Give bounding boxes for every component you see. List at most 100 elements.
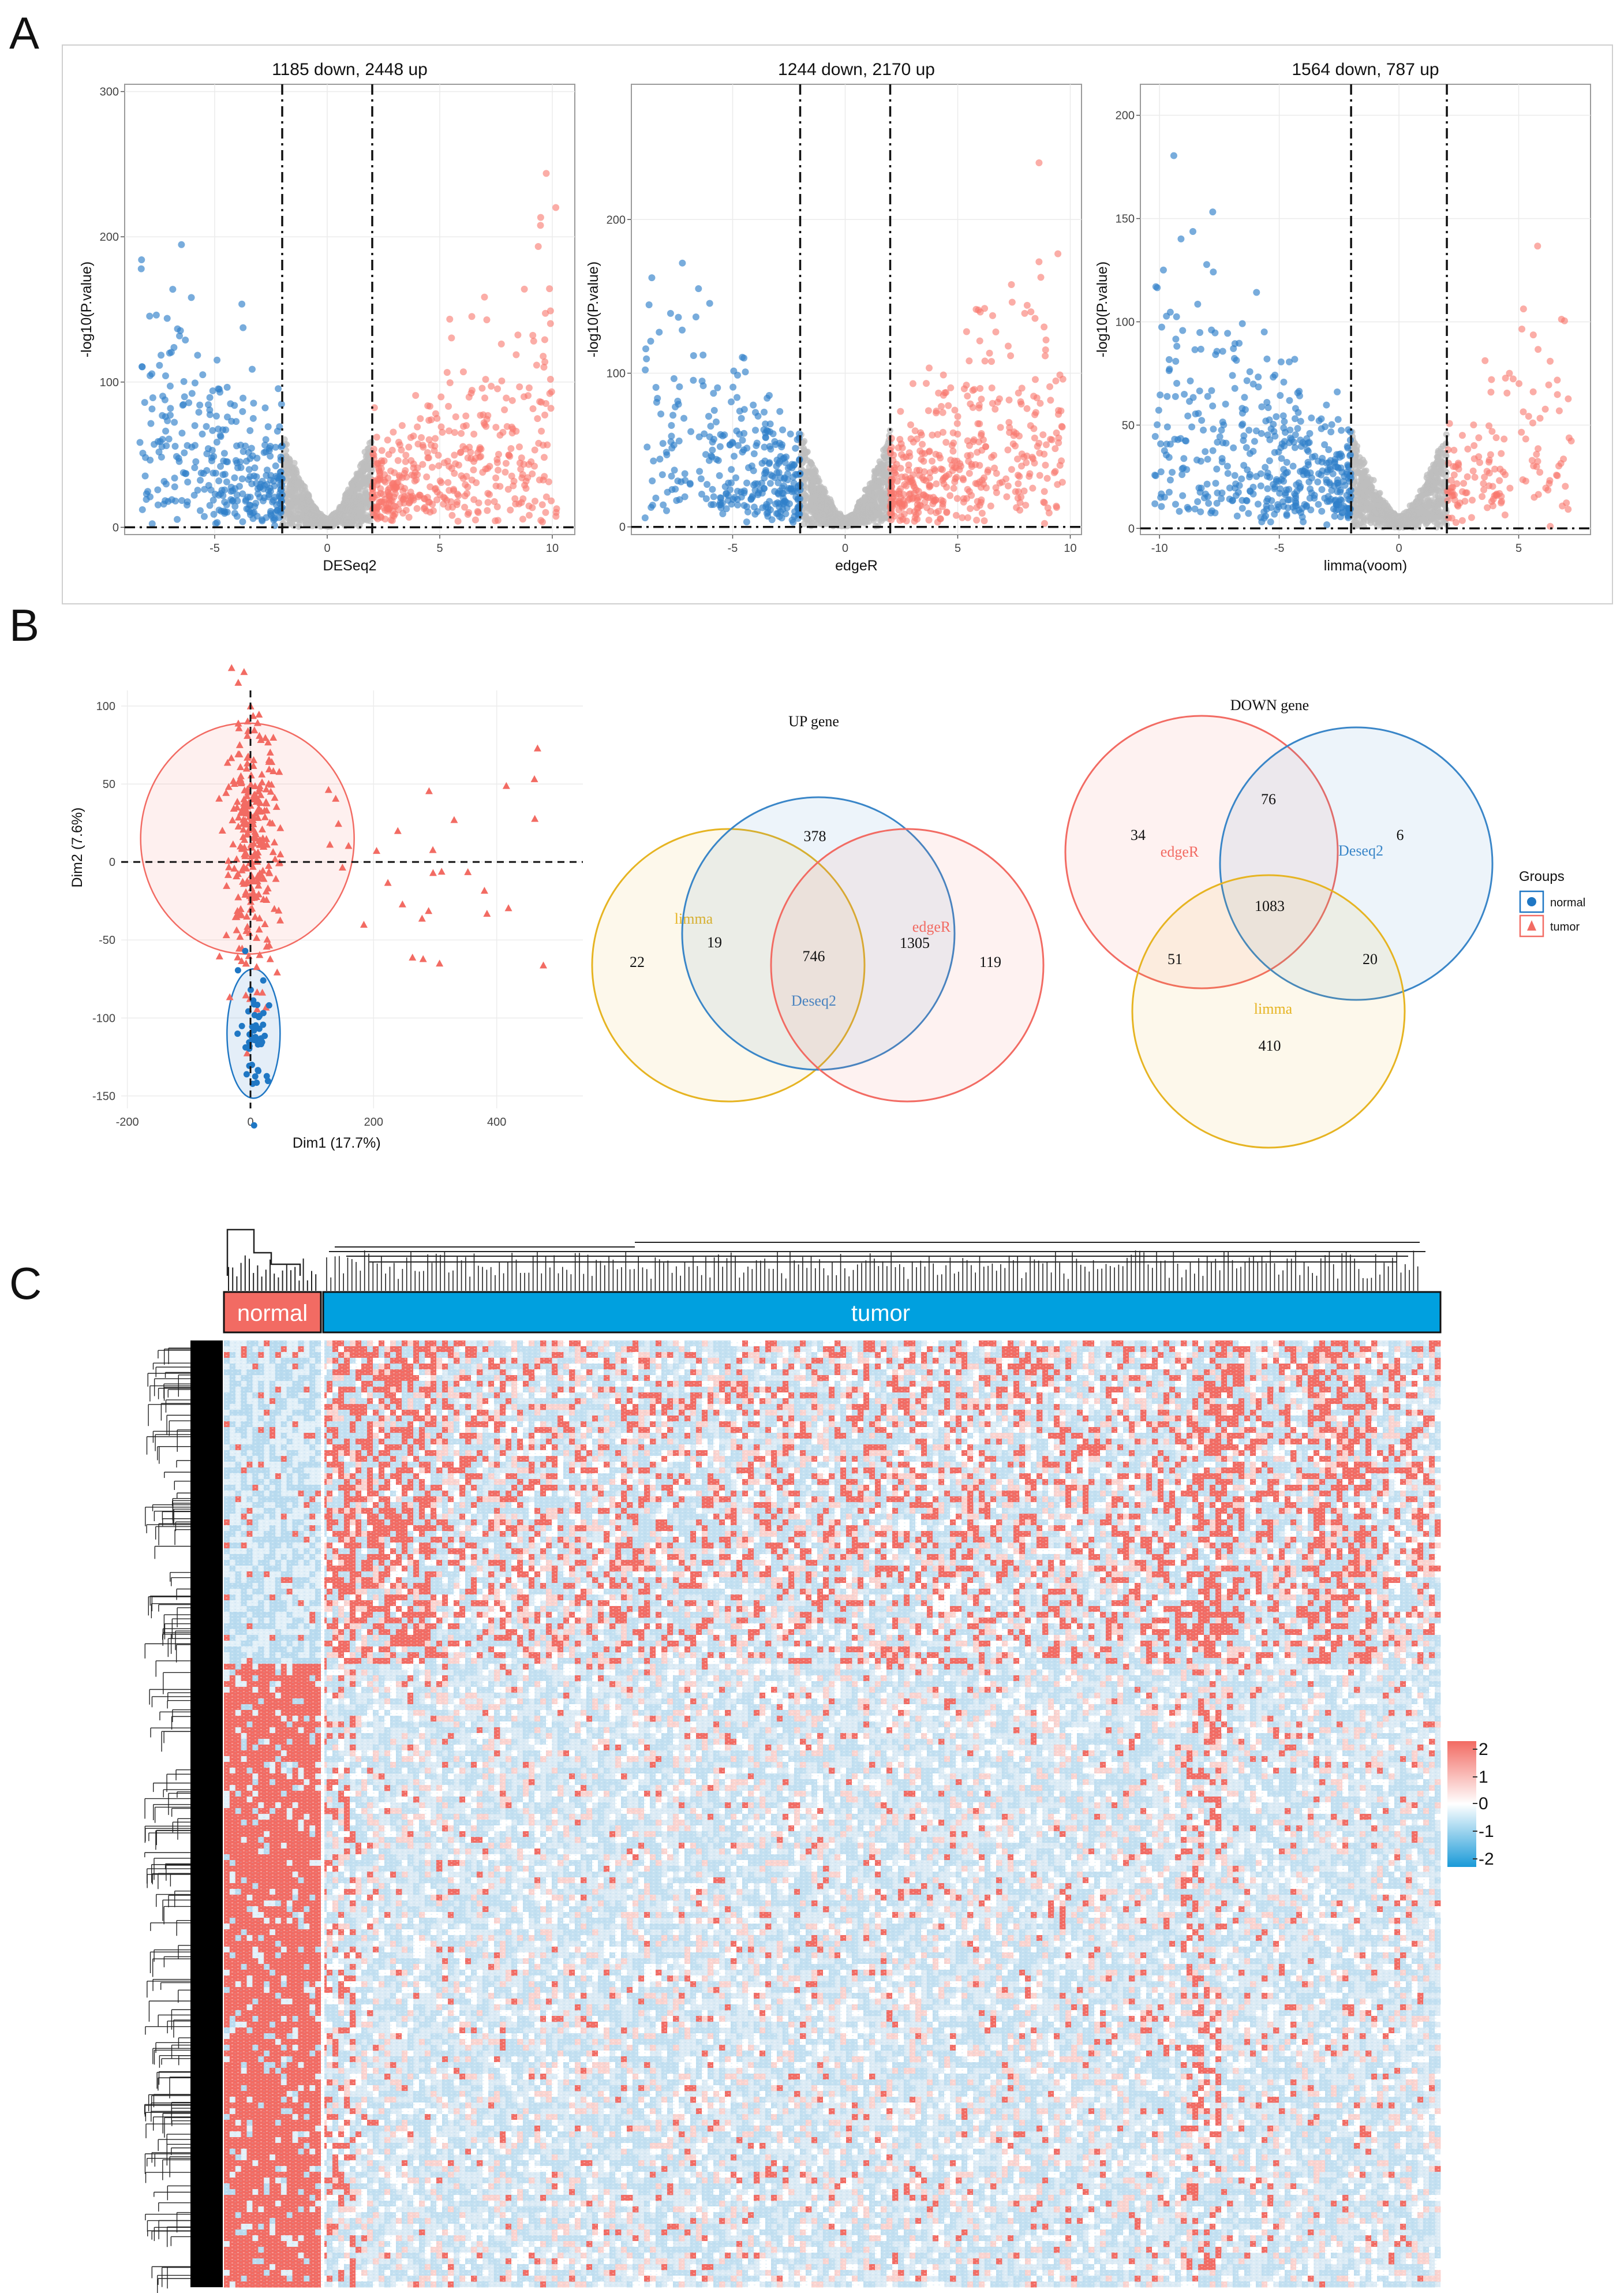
point-down [656, 455, 664, 463]
point-down [690, 352, 697, 359]
point-up [1004, 342, 1012, 350]
point-up [1029, 455, 1036, 462]
point-up [541, 336, 548, 343]
point-up [912, 486, 920, 494]
point-up [1520, 305, 1527, 313]
point-down [762, 469, 770, 476]
point-up [472, 516, 479, 524]
point-down [1323, 521, 1331, 528]
point-up [424, 454, 432, 462]
point-down [233, 418, 240, 425]
point-ns [809, 509, 815, 516]
point-down [1249, 380, 1257, 388]
point-down [182, 336, 189, 343]
point-up [534, 242, 542, 250]
point-up [525, 392, 532, 399]
point-up [1017, 400, 1025, 408]
point-down [162, 427, 170, 435]
point-up [920, 476, 927, 484]
point-down [1274, 501, 1281, 509]
point-down [650, 457, 657, 465]
point-ns [1428, 514, 1435, 521]
point-down [1202, 448, 1209, 455]
point-ns [841, 516, 848, 522]
point-up [446, 379, 454, 387]
point-down [1163, 423, 1171, 431]
point-down [1226, 484, 1233, 492]
point-down [1151, 500, 1159, 507]
point-down [203, 423, 210, 430]
point-down [1172, 335, 1180, 343]
point-down [1294, 389, 1301, 397]
point-up [414, 423, 421, 431]
point-up [486, 462, 493, 470]
point-down [227, 483, 235, 491]
point-down [162, 372, 169, 380]
point-down [1246, 368, 1253, 375]
point-down [716, 472, 723, 479]
point-up [1545, 381, 1552, 389]
point-down [1318, 486, 1326, 493]
point-down [652, 494, 660, 502]
point-up [1496, 477, 1503, 484]
point-up [1553, 472, 1561, 479]
point-down [766, 480, 774, 487]
point-down [738, 414, 745, 422]
point-down [763, 501, 770, 508]
point-down [668, 472, 675, 480]
point-up [1021, 309, 1028, 317]
point-down [674, 397, 682, 405]
point-down [191, 464, 199, 472]
point-down [154, 486, 162, 494]
point-up [507, 506, 514, 514]
point-down [1304, 471, 1311, 479]
point-up [1530, 462, 1537, 470]
point-down [1326, 498, 1333, 505]
point-down [158, 352, 165, 359]
point-up [1502, 471, 1509, 479]
point-up [960, 476, 967, 484]
point-up [529, 331, 537, 339]
point-down [1208, 387, 1215, 394]
point-up [401, 485, 409, 492]
point-up [521, 285, 528, 293]
point-down [712, 418, 720, 425]
point-down [238, 300, 246, 308]
point-up [464, 483, 472, 491]
point-up [960, 495, 967, 502]
point-up [390, 493, 398, 501]
point-down [776, 408, 784, 415]
point-down [1303, 502, 1310, 509]
point-up [537, 222, 544, 229]
point-down [1184, 412, 1192, 420]
point-up [1042, 461, 1049, 469]
point-down [687, 428, 695, 435]
point-down [710, 493, 717, 501]
point-up [940, 475, 947, 482]
point-down [163, 315, 171, 322]
point-up [1052, 445, 1059, 453]
point-up [378, 447, 386, 454]
point-up [1565, 434, 1573, 442]
point-up [503, 394, 510, 402]
point-up [484, 412, 492, 419]
point-down [171, 419, 178, 426]
point-ns [861, 495, 868, 502]
point-down [750, 450, 758, 457]
point-down [641, 514, 649, 521]
point-ns [832, 506, 839, 513]
point-down [731, 453, 738, 460]
point-up [418, 434, 425, 442]
point-down [199, 430, 206, 438]
point-down [754, 508, 761, 516]
point-ns [1413, 520, 1420, 526]
point-down [742, 368, 749, 376]
point-down [1204, 393, 1211, 400]
point-up [1031, 411, 1039, 419]
point-up [1547, 357, 1554, 365]
point-up [1035, 439, 1043, 447]
point-up [483, 316, 491, 324]
point-down [1177, 235, 1185, 242]
point-down [669, 412, 677, 419]
